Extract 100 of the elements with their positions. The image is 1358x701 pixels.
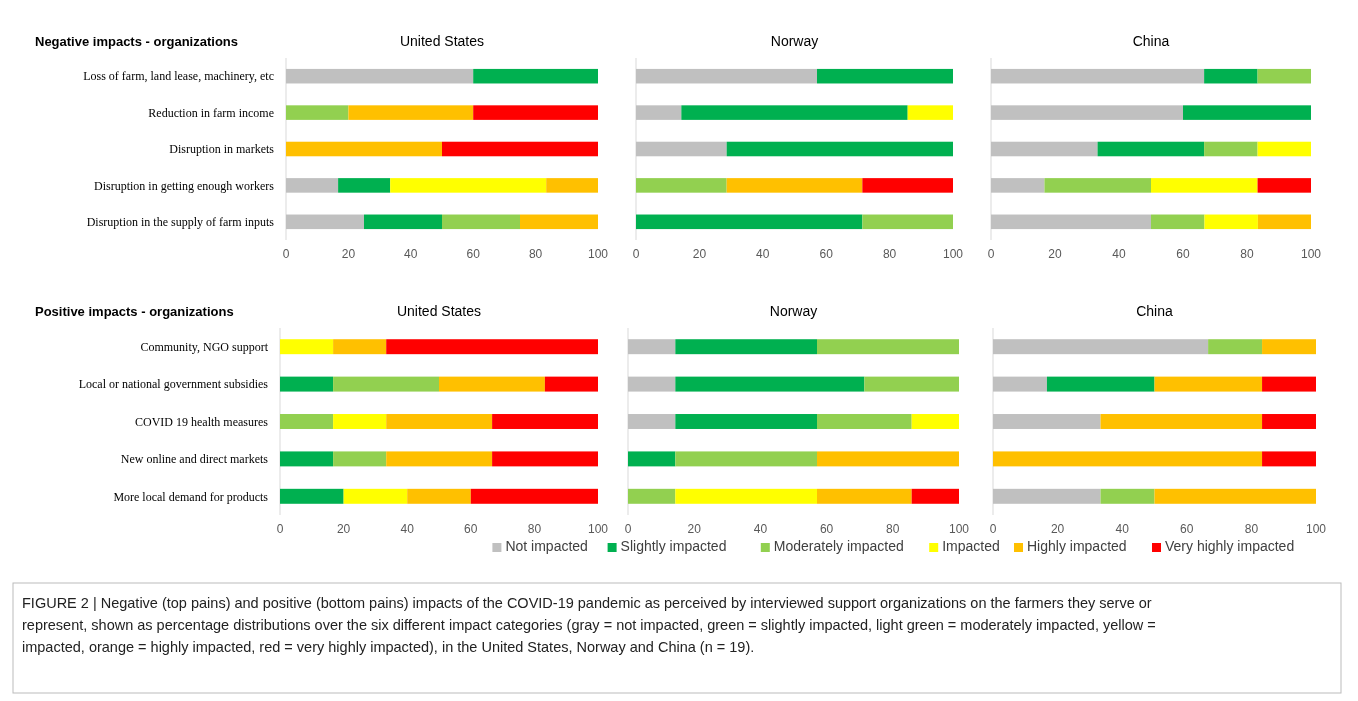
bar [636, 68, 818, 84]
bar [1100, 488, 1155, 504]
bar [520, 214, 598, 230]
chart-title: Norway [769, 303, 818, 319]
bar [991, 105, 1183, 120]
y-tick-label: Disruption in markets [169, 142, 275, 157]
bar [1151, 178, 1258, 193]
bar [628, 414, 676, 429]
bar [726, 141, 953, 157]
bar [470, 488, 598, 504]
bar [280, 488, 344, 504]
x-tick-label: 40 [400, 522, 415, 536]
bar [991, 141, 1098, 157]
legend-label: Highly impacted [1027, 538, 1127, 554]
x-tick-label: 80 [527, 522, 542, 536]
bar [1097, 141, 1205, 157]
bar [348, 105, 474, 120]
bar [1257, 178, 1311, 193]
bar [636, 141, 727, 157]
bar [628, 376, 676, 392]
x-tick-label: 40 [756, 247, 770, 261]
bar [1183, 105, 1311, 120]
bar [1208, 339, 1263, 355]
bar [862, 214, 953, 230]
y-tick-label: New online and direct markets [120, 452, 269, 467]
bar [338, 178, 391, 193]
legend-label: Not impacted [505, 538, 588, 554]
bar [817, 339, 959, 355]
bar [1257, 214, 1311, 230]
bar [1257, 141, 1311, 157]
x-tick-label: 0 [624, 522, 632, 536]
bar [675, 488, 817, 504]
x-tick-label: 20 [336, 522, 351, 536]
y-tick-label: Community, NGO support [140, 339, 269, 354]
bar [492, 451, 598, 467]
bar [993, 451, 1263, 467]
x-tick-label: 80 [1240, 247, 1254, 261]
y-tick-label: COVID 19 health measures [135, 414, 269, 429]
bar [681, 105, 908, 120]
bar [333, 451, 387, 467]
bar [817, 414, 912, 429]
bar [1204, 141, 1258, 157]
y-tick-label: Reduction in farm income [148, 105, 274, 120]
bar [1262, 414, 1316, 429]
x-tick-label: 40 [404, 247, 418, 261]
x-tick-label: 20 [1050, 522, 1065, 536]
bar [911, 488, 959, 504]
x-tick-label: 60 [1180, 522, 1194, 536]
bar [280, 339, 334, 355]
x-tick-label: 60 [1176, 247, 1190, 261]
x-tick-label: 60 [466, 247, 481, 261]
bar [364, 214, 442, 230]
x-tick-label: 20 [341, 247, 356, 261]
bar [862, 178, 953, 193]
bar [333, 339, 387, 355]
chart-title: United States [396, 303, 482, 319]
bar [286, 178, 339, 193]
text: Positive impacts - organizations [35, 304, 234, 319]
x-tick-label: 60 [819, 522, 834, 536]
bar [492, 414, 598, 429]
y-tick-label: Disruption in getting enough workers [94, 178, 275, 193]
bar [1154, 376, 1263, 392]
x-tick-label: 40 [1115, 522, 1130, 536]
x-tick-label: 100 [1300, 247, 1322, 261]
x-tick-label: 80 [528, 247, 543, 261]
x-tick-label: 0 [276, 522, 284, 536]
bar [1262, 451, 1316, 467]
bar [280, 376, 334, 392]
x-tick-label: 20 [687, 522, 702, 536]
bar [1204, 214, 1258, 230]
legend-label: Very highly impacted [1165, 538, 1295, 554]
x-tick-label: 40 [1112, 247, 1126, 261]
bar [439, 376, 545, 392]
bar [280, 414, 334, 429]
x-tick-label: 100 [587, 247, 609, 261]
x-tick-label: 100 [1305, 522, 1327, 536]
bar [991, 68, 1205, 84]
y-tick-label: Loss of farm, land lease, machinery, etc [83, 69, 274, 84]
bar [675, 339, 817, 355]
bar [993, 488, 1101, 504]
caption: FIGURE 2 | Negative (top pains) and positive (bottom pains) impacts of the COVID-19 pandemic as perceived by interviewed support organizations on the farmers they serve or represent, shown as percentage distributions over the six different impact categories (gray = not impacted, green = slightly impacted, light green = moderately impacted, yellow = impacted, orange = highly impacted, red = very highly impacted), in the United States, Norway and China (n = 19). [22, 595, 1156, 655]
text: Negative impacts - organizations [35, 34, 238, 49]
bar [333, 414, 387, 429]
bar [386, 451, 493, 467]
bar [386, 339, 598, 355]
bar [991, 178, 1045, 193]
bar [1262, 376, 1316, 392]
bar [473, 68, 598, 84]
bar [442, 141, 598, 157]
bar [286, 105, 349, 120]
bar [442, 214, 520, 230]
legend-label: Impacted [942, 538, 1000, 554]
x-tick-label: 100 [587, 522, 609, 536]
bar [546, 178, 598, 193]
bar [280, 451, 334, 467]
x-tick-label: 60 [464, 522, 478, 536]
bar [991, 214, 1151, 230]
bar [628, 339, 676, 355]
chart-title: Norway [770, 33, 819, 49]
bar [993, 376, 1047, 392]
